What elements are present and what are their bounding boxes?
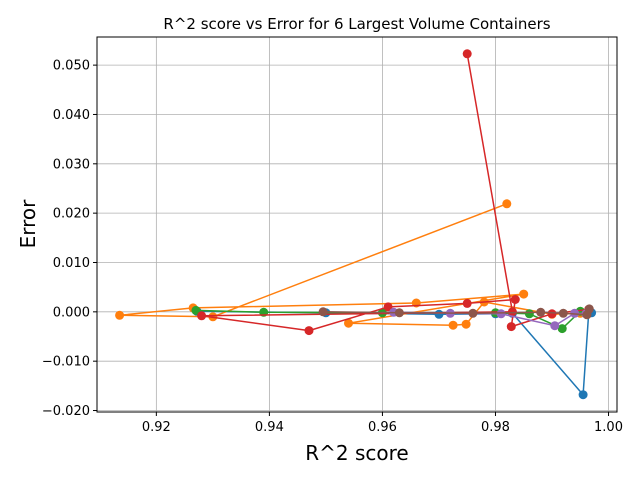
point-container-2-6 — [344, 318, 353, 328]
x-tick-label-2: 0.96 — [368, 420, 397, 435]
chart-title: R^2 score vs Error for 6 Largest Volume … — [163, 15, 550, 33]
point-container-6-3 — [536, 307, 546, 317]
y-ticks: −0.020 −0.010 0.000 0.010 0.020 0.030 0.040 0.0… — [42, 59, 97, 419]
point-container-6-6 — [584, 304, 594, 314]
point-container-1-2 — [434, 309, 444, 319]
series-line-container-2 — [118, 203, 581, 326]
point-container-5-3 — [550, 321, 560, 331]
point-container-4-7 — [506, 322, 516, 332]
grid — [97, 37, 617, 412]
y-tick-label-6: 0.040 — [53, 108, 90, 123]
x-tick-label-3: 0.98 — [481, 420, 510, 435]
y-tick-label-1: −0.010 — [42, 355, 90, 370]
point-container-4-2 — [197, 311, 207, 321]
plot-series — [115, 49, 597, 400]
point-container-6-0 — [318, 307, 328, 317]
point-container-2-7 — [448, 320, 458, 330]
y-tick-label-5: 0.030 — [53, 157, 90, 172]
x-tick-label-4: 1.00 — [594, 420, 623, 435]
y-tick-label-3: 0.010 — [53, 256, 90, 271]
point-container-5-2 — [496, 309, 506, 319]
point-container-4-3 — [304, 326, 314, 336]
point-container-6-1 — [394, 308, 404, 318]
plot-frame — [96, 36, 618, 413]
point-container-6-4 — [558, 308, 568, 318]
point-container-4-1 — [507, 307, 517, 317]
point-container-4-5 — [462, 298, 472, 308]
x-ticks: 0.92 0.94 0.96 0.98 1.00 — [142, 412, 623, 435]
point-container-2-2 — [115, 310, 125, 320]
point-container-6-2 — [468, 308, 478, 318]
x-axis-title: R^2 score — [305, 441, 408, 465]
point-container-3-4 — [524, 309, 534, 319]
x-tick-label-0: 0.92 — [142, 420, 171, 435]
point-container-2-0 — [502, 199, 512, 209]
series-container-6 — [318, 304, 594, 320]
x-tick-label-1: 0.94 — [255, 420, 284, 435]
y-tick-label-2: 0.000 — [53, 305, 90, 320]
point-container-2-5 — [519, 289, 529, 299]
point-container-4-6 — [510, 295, 520, 304]
point-container-2-8 — [461, 319, 471, 329]
point-container-4-0 — [462, 49, 472, 59]
y-tick-label-7: 0.050 — [53, 59, 90, 74]
y-axis-title: Error — [16, 199, 40, 249]
point-container-3-5 — [557, 324, 567, 334]
point-container-4-4 — [383, 302, 393, 312]
y-tick-label-0: −0.020 — [42, 404, 90, 419]
y-tick-label-4: 0.020 — [53, 207, 90, 222]
point-container-4-8 — [547, 309, 557, 319]
point-container-1-5 — [578, 390, 588, 400]
point-container-3-0 — [191, 305, 201, 315]
